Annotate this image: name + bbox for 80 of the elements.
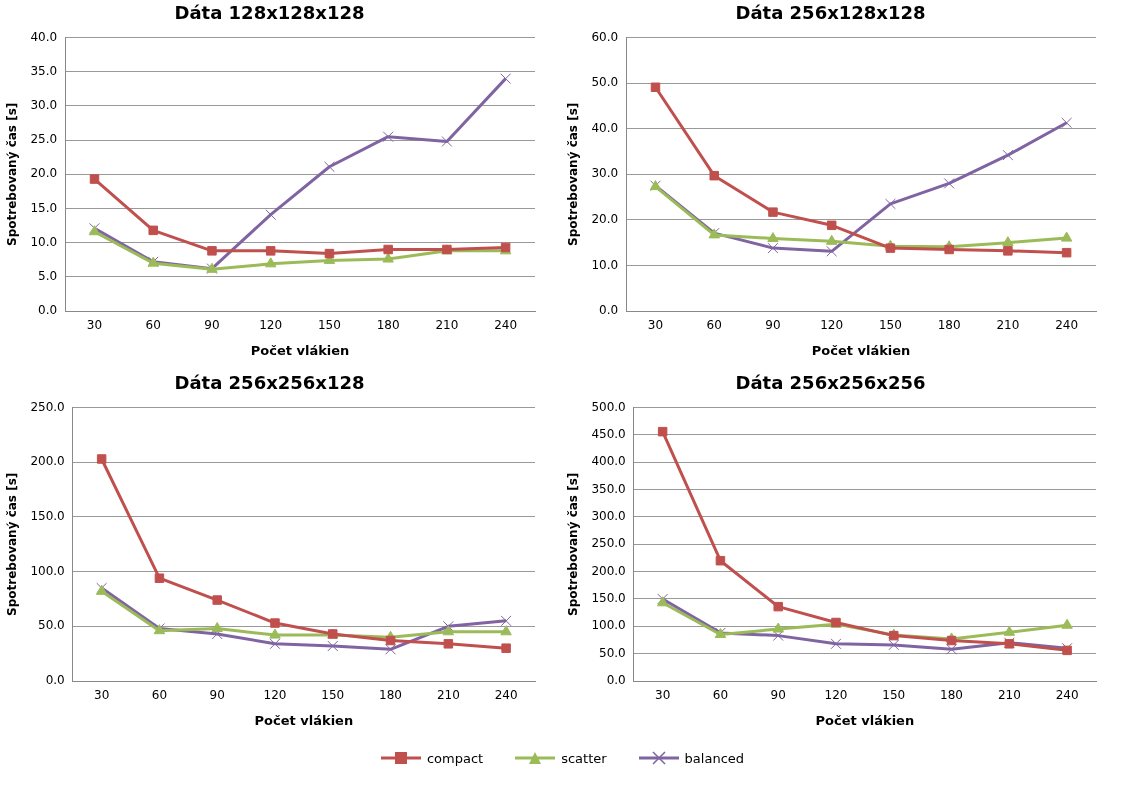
legend-label: compact: [426, 750, 484, 766]
x-tick-label: 90: [770, 688, 786, 703]
x-tick-label: 240: [494, 318, 518, 333]
y-tick-label: 250.0: [30, 399, 65, 414]
x-axis-title: Počet vlákien: [811, 342, 911, 358]
x-tick-label: 60: [145, 318, 161, 333]
y-tick-label: 500.0: [591, 399, 626, 414]
x-tick-label: 180: [376, 318, 400, 333]
x-tick-label: 180: [379, 688, 402, 703]
y-axis-title: Spotrebovaný čas [s]: [566, 472, 581, 616]
x-tick-label: 240: [494, 688, 518, 703]
x-axis-title: Počet vlákien: [815, 712, 915, 728]
x-tick-label: 30: [94, 688, 110, 703]
y-tick-label: 30.0: [30, 98, 58, 113]
y-tick-label: 150.0: [591, 591, 626, 606]
x-tick-label: 240: [1055, 688, 1079, 703]
x-tick-label: 240: [1055, 318, 1079, 333]
y-tick-label: 40.0: [591, 120, 619, 135]
x-tick-label: 90: [209, 688, 225, 703]
y-tick-label: 5.0: [38, 268, 58, 283]
x-tick-label: 210: [997, 688, 1021, 703]
x-tick-label: 30: [647, 318, 664, 333]
y-tick-label: 100.0: [591, 618, 626, 633]
x-tick-label: 150: [317, 318, 341, 333]
y-tick-label: 200.0: [591, 563, 626, 578]
y-tick-label: 450.0: [591, 427, 626, 442]
y-tick-label: 50.0: [38, 618, 65, 633]
y-tick-label: 200.0: [30, 454, 65, 469]
y-tick-label: 10.0: [30, 234, 58, 249]
y-tick-label: 0.0: [606, 673, 626, 688]
x-tick-label: 210: [436, 688, 460, 703]
x-tick-label: 210: [996, 318, 1020, 333]
y-tick-label: 100.0: [30, 563, 65, 578]
x-tick-label: 150: [878, 318, 902, 333]
x-tick-label: 150: [321, 688, 345, 703]
y-axis-title: Spotrebovaný čas [s]: [5, 102, 20, 246]
x-tick-label: 30: [86, 318, 103, 333]
y-tick-label: 50.0: [591, 75, 619, 90]
y-axis-title: Spotrebovaný čas [s]: [5, 472, 20, 616]
y-tick-label: 350.0: [591, 481, 626, 496]
chart-title: Dáta 256x128x128: [735, 2, 926, 24]
y-tick-label: 300.0: [591, 509, 626, 524]
y-tick-label: 30.0: [591, 166, 619, 181]
chart-title: Dáta 128x128x128: [174, 2, 365, 24]
y-tick-label: 60.0: [591, 29, 619, 44]
x-axis-title: Počet vlákien: [254, 712, 354, 728]
y-tick-label: 25.0: [30, 132, 58, 147]
x-tick-label: 120: [824, 688, 848, 703]
x-tick-label: 30: [655, 688, 671, 703]
y-tick-label: 35.0: [30, 63, 58, 78]
y-tick-label: 250.0: [591, 536, 626, 551]
y-tick-label: 0.0: [45, 673, 65, 688]
y-tick-label: 20.0: [591, 211, 619, 226]
legend-label: scatter: [561, 750, 607, 766]
y-tick-label: 0.0: [599, 303, 619, 318]
chart-title: Dáta 256x256x256: [735, 372, 926, 394]
y-tick-label: 400.0: [591, 454, 626, 469]
x-tick-label: 90: [204, 318, 220, 333]
x-tick-label: 180: [937, 318, 961, 333]
chart-title: Dáta 256x256x128: [174, 372, 365, 394]
y-tick-label: 20.0: [30, 166, 58, 181]
x-tick-label: 180: [940, 688, 963, 703]
y-axis-title: Spotrebovaný čas [s]: [566, 102, 581, 246]
y-tick-label: 10.0: [591, 257, 619, 272]
x-tick-label: 120: [259, 318, 283, 333]
x-tick-label: 60: [706, 318, 722, 333]
x-tick-label: 150: [882, 688, 906, 703]
y-tick-label: 150.0: [30, 509, 65, 524]
y-tick-label: 50.0: [599, 645, 626, 660]
y-tick-label: 15.0: [30, 200, 58, 215]
x-axis-title: Počet vlákien: [250, 342, 350, 358]
x-tick-label: 90: [765, 318, 781, 333]
x-tick-label: 210: [435, 318, 459, 333]
x-tick-label: 120: [263, 688, 287, 703]
y-tick-label: 0.0: [38, 303, 58, 318]
x-tick-label: 120: [820, 318, 844, 333]
x-tick-label: 60: [712, 688, 729, 703]
y-tick-label: 40.0: [30, 29, 58, 44]
legend-label: balanced: [684, 750, 745, 766]
x-tick-label: 60: [151, 688, 168, 703]
